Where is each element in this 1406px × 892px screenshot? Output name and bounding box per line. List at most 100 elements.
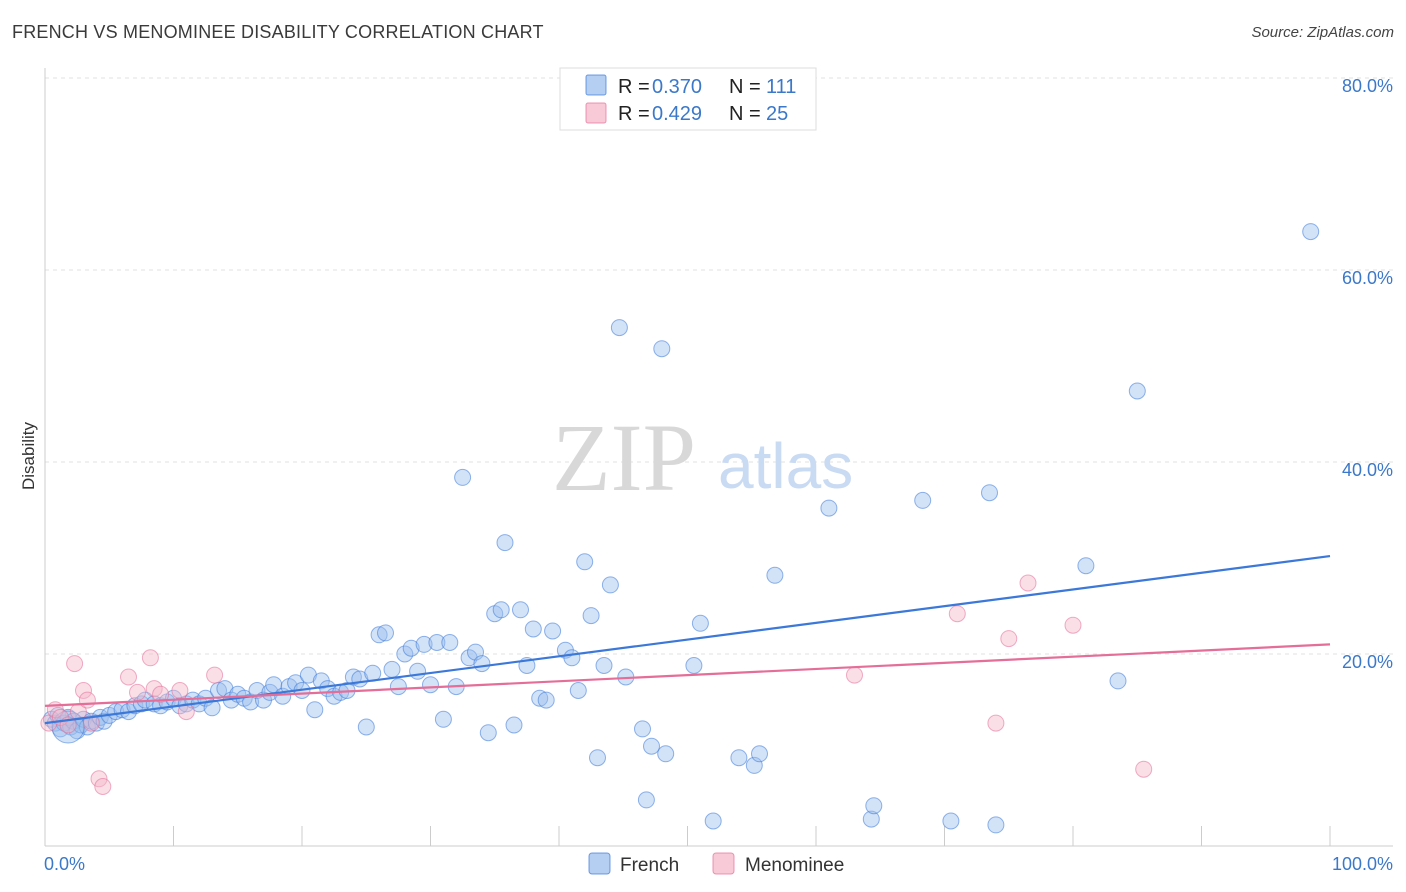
french-point-104 bbox=[730, 749, 748, 767]
legend-n-label-menominee: N = bbox=[729, 103, 761, 125]
french-point-83 bbox=[531, 689, 549, 707]
x-tick-label-max: 100.0% bbox=[1332, 854, 1393, 874]
french-point-67 bbox=[428, 634, 446, 651]
menominee-point-24 bbox=[1064, 616, 1082, 634]
french-point-102 bbox=[691, 614, 709, 632]
french-point-97 bbox=[637, 791, 655, 809]
legend-swatch-french bbox=[585, 74, 607, 96]
menominee-point-11 bbox=[120, 668, 137, 686]
french-point-84 bbox=[537, 691, 555, 709]
french-point-98 bbox=[643, 737, 660, 755]
french-point-61 bbox=[389, 678, 407, 696]
french-point-78 bbox=[496, 534, 514, 552]
french-point-93 bbox=[601, 576, 619, 594]
french-point-54 bbox=[344, 668, 362, 686]
french-point-96 bbox=[634, 720, 651, 738]
menominee-point-16 bbox=[171, 682, 189, 699]
legend-box: R = 0.370 N = 111 R = 0.429 N = 25 bbox=[559, 67, 817, 131]
legend-swatch-menominee bbox=[585, 102, 607, 124]
x-tick-label-min: 0.0% bbox=[44, 854, 85, 874]
y-tick-label-60: 60.0% bbox=[1342, 268, 1393, 288]
french-point-82 bbox=[524, 620, 542, 638]
menominee-point-8 bbox=[82, 714, 100, 732]
french-point-100 bbox=[657, 745, 675, 763]
menominee-point-4 bbox=[66, 655, 84, 673]
french-point-106 bbox=[751, 745, 768, 763]
french-trendline bbox=[44, 554, 1331, 725]
french-point-58 bbox=[370, 626, 388, 644]
menominee-point-20 bbox=[948, 605, 966, 623]
menominee-trendline bbox=[44, 643, 1331, 707]
french-point-74 bbox=[473, 655, 491, 673]
y-tick-label-80: 80.0% bbox=[1342, 76, 1393, 96]
french-point-109 bbox=[862, 810, 880, 828]
french-point-56 bbox=[357, 718, 375, 736]
menominee-point-18 bbox=[206, 666, 224, 684]
french-point-62 bbox=[396, 645, 414, 663]
french-point-91 bbox=[589, 749, 606, 767]
menominee-point-22 bbox=[1000, 630, 1018, 648]
french-point-17 bbox=[107, 703, 125, 721]
legend-r-label-menominee: R = bbox=[618, 103, 650, 125]
french-point-112 bbox=[942, 812, 960, 830]
french-point-110 bbox=[865, 797, 883, 815]
menominee-point-14 bbox=[145, 680, 163, 698]
trendlines bbox=[44, 554, 1331, 725]
menominee-point-7 bbox=[78, 691, 96, 709]
tick-labels: 20.0% 40.0% 60.0% 80.0% 0.0% 100.0% bbox=[44, 76, 1393, 874]
axes bbox=[44, 68, 1393, 847]
watermark: ZIP atlas bbox=[552, 404, 853, 511]
french-point-99 bbox=[653, 340, 671, 358]
gridlines bbox=[45, 77, 1393, 655]
french-point-48 bbox=[306, 701, 324, 719]
french-point-111 bbox=[914, 491, 932, 509]
french-point-59 bbox=[377, 624, 394, 642]
french-point-69 bbox=[441, 634, 459, 651]
menominee-point-15 bbox=[152, 685, 170, 703]
french-points bbox=[42, 223, 1320, 834]
y-tick-label-20: 20.0% bbox=[1342, 652, 1393, 672]
menominee-point-10 bbox=[94, 778, 112, 795]
menominee-point-17 bbox=[177, 703, 195, 721]
legend-n-value-menominee: 25 bbox=[766, 103, 788, 125]
french-point-94 bbox=[610, 319, 628, 337]
french-point-88 bbox=[569, 682, 587, 699]
french-point-75 bbox=[479, 724, 497, 742]
french-point-117 bbox=[1128, 382, 1146, 400]
legend-r-value-french: 0.370 bbox=[652, 76, 702, 98]
french-point-103 bbox=[704, 812, 722, 830]
watermark-atlas: atlas bbox=[718, 430, 853, 502]
menominee-point-19 bbox=[846, 666, 863, 684]
french-point-89 bbox=[576, 553, 594, 571]
french-point-108 bbox=[820, 499, 838, 517]
french-point-66 bbox=[422, 676, 439, 694]
menominee-point-9 bbox=[90, 770, 108, 788]
french-point-65 bbox=[415, 635, 433, 653]
french-point-90 bbox=[582, 607, 600, 625]
bottom-legend-label-menominee: Menominee bbox=[745, 855, 844, 876]
french-point-60 bbox=[383, 660, 401, 678]
french-point-113 bbox=[981, 484, 998, 502]
chart-title: FRENCH VS MENOMINEE DISABILITY CORRELATI… bbox=[12, 22, 544, 42]
bottom-legend-swatch-menominee bbox=[712, 852, 735, 875]
french-point-77 bbox=[492, 601, 510, 619]
y-tick-label-40: 40.0% bbox=[1342, 460, 1393, 480]
menominee-point-6 bbox=[75, 682, 92, 699]
bottom-legend-label-french: French bbox=[620, 855, 679, 876]
bottom-legend: French Menominee bbox=[588, 852, 844, 876]
french-point-63 bbox=[402, 639, 420, 657]
bottom-legend-swatch-french bbox=[588, 852, 611, 875]
french-point-115 bbox=[1077, 557, 1095, 575]
legend-r-label-french: R = bbox=[618, 76, 650, 98]
french-point-118 bbox=[1302, 223, 1320, 241]
menominee-point-25 bbox=[1135, 760, 1153, 778]
french-point-116 bbox=[1109, 672, 1127, 690]
menominee-point-21 bbox=[987, 714, 1005, 732]
french-point-68 bbox=[434, 710, 452, 728]
french-point-32 bbox=[203, 699, 221, 717]
y-axis-title: Disability bbox=[19, 421, 38, 490]
legend-n-value-french: 111 bbox=[766, 76, 796, 98]
french-point-92 bbox=[595, 657, 613, 674]
menominee-point-12 bbox=[129, 683, 146, 701]
